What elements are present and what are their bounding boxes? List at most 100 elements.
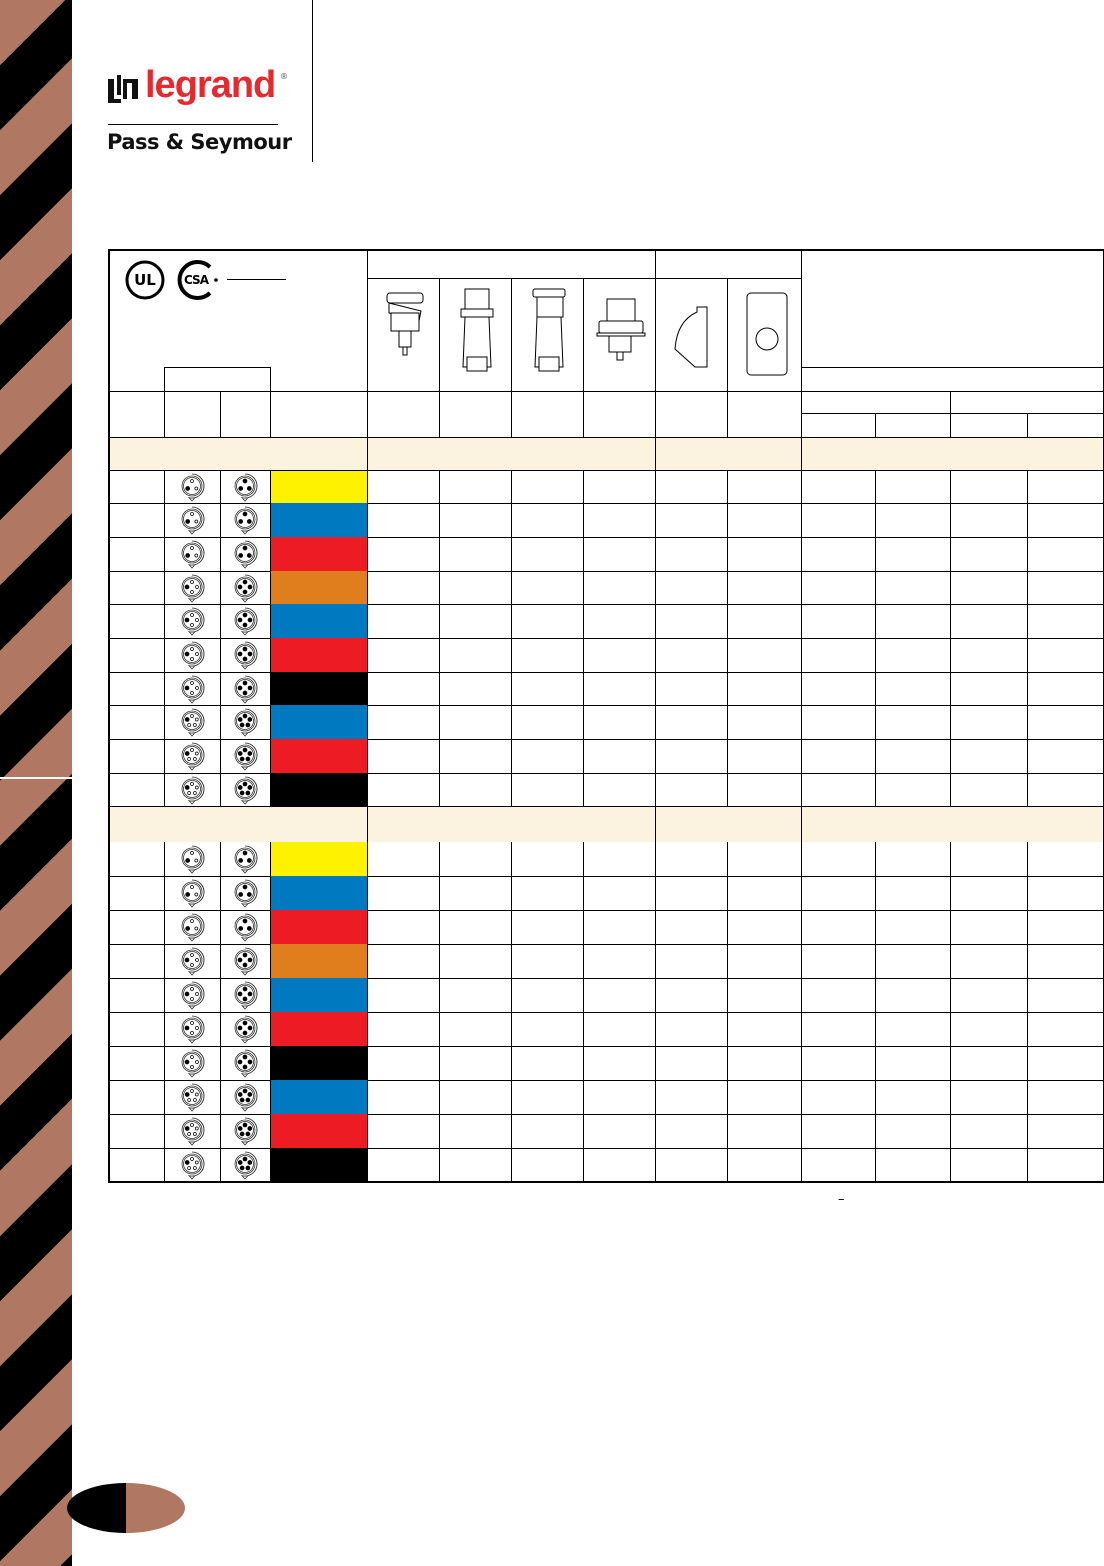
rule-line <box>108 1114 1103 1115</box>
rule-line <box>108 1080 1103 1081</box>
receptacle-pin-face-icon <box>178 844 206 878</box>
color-code-swatch <box>270 470 367 503</box>
plug-pin-face-icon <box>231 573 259 607</box>
section-header-band <box>108 437 1103 470</box>
plug-pin-face-icon <box>231 741 259 775</box>
rule-line <box>108 391 1103 392</box>
rule-line <box>511 278 512 437</box>
rule-line <box>511 842 512 1182</box>
receptacle-pin-face-icon <box>178 1150 206 1184</box>
color-code-swatch <box>270 842 367 876</box>
receptacle-pin-face-icon <box>178 878 206 912</box>
color-code-swatch <box>270 672 367 705</box>
receptacle-pin-face-icon <box>178 1116 206 1150</box>
rule-line <box>108 638 1103 639</box>
sub-brand: Pass & Seymour <box>107 130 292 154</box>
footnote-mark: – <box>838 1192 845 1207</box>
receptacle-pin-face-icon <box>178 539 206 573</box>
rule-line <box>220 470 221 806</box>
plug-pin-face-icon <box>231 1082 259 1116</box>
rule-line <box>220 842 221 1182</box>
plug-pin-face-icon <box>231 912 259 946</box>
receptacle-pin-face-icon <box>178 472 206 506</box>
receptacle-pin-face-icon <box>178 573 206 607</box>
rule-line <box>655 842 656 1182</box>
color-code-swatch <box>270 503 367 537</box>
color-code-swatch <box>270 638 367 672</box>
receptacle-pin-face-icon <box>178 1048 206 1082</box>
plug-pin-face-icon <box>231 1048 259 1082</box>
plug-pin-face-icon <box>231 539 259 573</box>
rule-line <box>875 470 876 806</box>
page-tab-marker <box>67 1483 185 1533</box>
rule-line <box>875 842 876 1182</box>
registered-mark: ® <box>280 72 288 81</box>
plug-pin-face-icon <box>231 505 259 539</box>
rule-line <box>270 842 271 1182</box>
receptacle-pin-face-icon <box>178 980 206 1014</box>
plug-pin-face-icon <box>231 980 259 1014</box>
header-divider <box>312 0 313 162</box>
rule-line <box>727 842 728 1182</box>
rule-line <box>108 249 1103 251</box>
receptacle-pin-face-icon <box>178 946 206 980</box>
rule-line <box>108 672 1103 673</box>
color-code-swatch <box>270 705 367 739</box>
plug-pin-face-icon <box>231 1116 259 1150</box>
rule-line <box>875 413 876 437</box>
rule-line <box>108 1012 1103 1013</box>
color-code-swatch <box>270 537 367 571</box>
receptacle-pin-face-icon <box>178 707 206 741</box>
connector-body-angled-image <box>377 287 433 383</box>
color-code-swatch <box>270 1114 367 1148</box>
rule-line <box>367 278 801 279</box>
color-code-swatch <box>270 944 367 978</box>
rule-line <box>108 806 1103 807</box>
plug-pin-face-icon <box>231 640 259 674</box>
rule-line <box>727 470 728 806</box>
rule-line <box>164 470 165 806</box>
plug-pin-face-icon <box>231 1014 259 1048</box>
stripe-divider <box>0 777 72 779</box>
rule-line <box>108 249 110 1183</box>
color-code-swatch <box>270 571 367 604</box>
color-code-swatch <box>270 978 367 1012</box>
rule-line <box>108 470 1103 471</box>
rule-line <box>583 842 584 1182</box>
receptacle-pin-face-icon <box>178 912 206 946</box>
rule-line <box>1027 470 1028 806</box>
inlet-image <box>593 287 649 383</box>
color-code-swatch <box>270 1012 367 1046</box>
rule-line <box>108 1046 1103 1047</box>
logo-rule <box>108 124 278 125</box>
weatherproof-cover-image <box>665 287 721 383</box>
rule-line <box>108 944 1103 945</box>
receptacle-pin-face-icon <box>178 1014 206 1048</box>
logo-wordmark: legrand <box>145 64 276 106</box>
rule-line <box>727 278 728 437</box>
section-header-band <box>108 806 1103 842</box>
color-code-swatch <box>270 1148 367 1182</box>
receptacle-pin-face-icon <box>178 775 206 809</box>
color-code-swatch <box>270 876 367 910</box>
rule-line <box>108 503 1103 504</box>
rule-line <box>655 470 656 806</box>
csa-certified-icon: CSA <box>175 259 218 301</box>
receptacle-pin-face-icon <box>178 505 206 539</box>
rule-line <box>801 470 802 806</box>
color-code-swatch <box>270 1046 367 1080</box>
rule-line <box>270 470 271 806</box>
rule-line <box>439 278 440 437</box>
plug-pin-face-icon <box>231 878 259 912</box>
plug-pin-face-icon <box>231 707 259 741</box>
ul-listed-icon: UL <box>124 259 166 301</box>
rule-line <box>108 537 1103 538</box>
receptacle-pin-face-icon <box>178 1082 206 1116</box>
color-code-swatch <box>270 910 367 944</box>
ul-label: UL <box>134 271 156 289</box>
plug-image <box>449 287 505 383</box>
rule-line <box>164 842 165 1182</box>
rule-line <box>801 367 1103 368</box>
rule-line <box>108 1148 1103 1149</box>
rule-line <box>583 470 584 806</box>
